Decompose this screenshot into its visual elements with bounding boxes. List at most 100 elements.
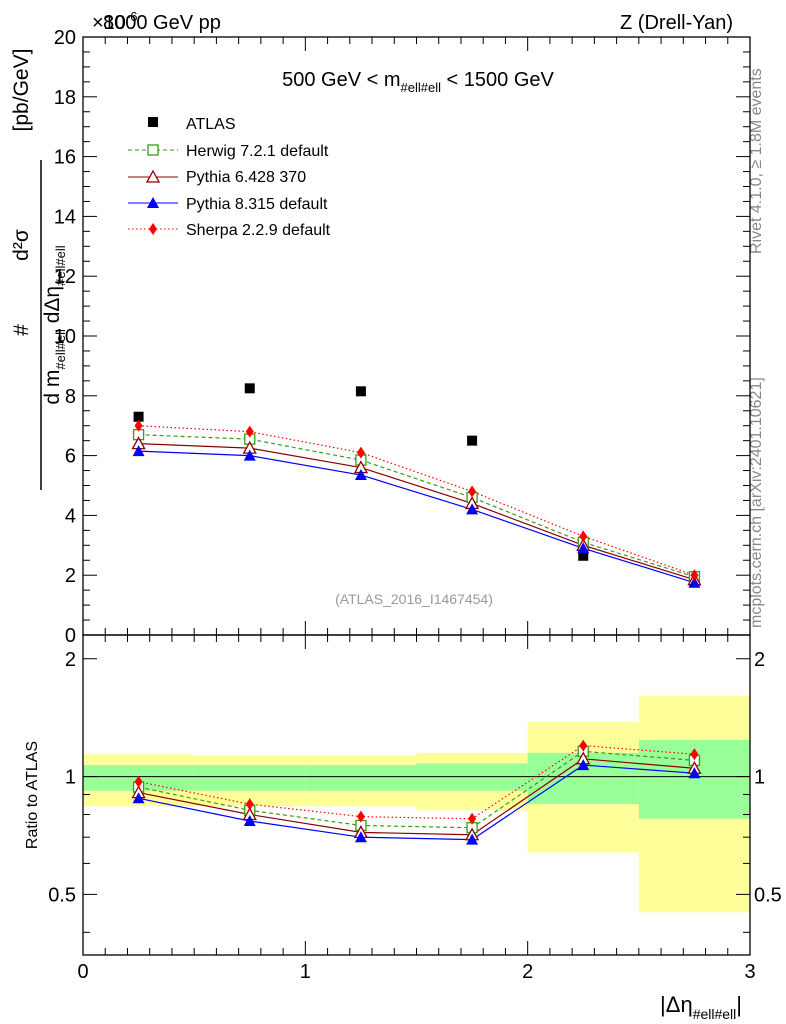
analysis-id: (ATLAS_2016_I1467454) — [335, 591, 493, 607]
y-tick-label: 6 — [65, 446, 76, 468]
ratio-y-tick-label-right: 1 — [754, 767, 765, 789]
main-title: 500 GeV < m#ell#ell < 1500 GeV — [282, 69, 554, 95]
data-point-sherpa-2-2-9-default — [468, 485, 477, 498]
series-line-pythia-8-315-default — [138, 450, 695, 584]
ratio-y-tick-label-right: 2 — [754, 649, 765, 671]
legend-sherpa-marker — [149, 223, 157, 235]
data-point-atlas — [244, 383, 255, 394]
x-tick-label: 0 — [77, 961, 88, 983]
data-point-sherpa-2-2-9-default — [134, 419, 143, 432]
data-point-sherpa-2-2-9-default — [245, 425, 254, 438]
y-tick-label: 18 — [54, 87, 76, 109]
legend-pythia6-marker — [145, 169, 161, 183]
ratio-point-sherpa-2-2-9-default — [245, 798, 254, 811]
main-ylabel: # d²σ d m#ell#ell dΔη#ell#ell [pb/GeV] — [10, 49, 68, 490]
ratio-point-pythia-8-315-default — [577, 759, 590, 771]
ratio-point-sherpa-2-2-9-default — [356, 810, 365, 823]
header-process: Z (Drell-Yan) — [620, 12, 733, 34]
legend: ATLAS Herwig 7.2.1 default Pythia 6.428 … — [128, 116, 331, 239]
ratio-y-tick-label-left: 1 — [65, 767, 76, 789]
main-plot: 0 2 4 6 8 10 12 14 16 18 20 500 GeV < m#ell#ell < … — [10, 27, 751, 647]
ratio-point-sherpa-2-2-9-default — [579, 739, 588, 752]
band-green — [416, 763, 528, 791]
data-point-atlas — [355, 386, 366, 397]
ratio-xlabel: |Δη#ell#ell| — [660, 992, 742, 1022]
data-point-pythia-8-315-default — [132, 445, 145, 457]
ratio-point-pythia-8-315-default — [466, 833, 479, 845]
legend-pythia8-marker — [147, 197, 159, 208]
data-point-pythia-8-315-default — [577, 542, 590, 554]
y-tick-label: 10 — [54, 326, 76, 348]
ylabel-hash: # — [10, 324, 33, 336]
legend-sherpa-label: Sherpa 2.2.9 default — [186, 222, 331, 239]
ratio-point-sherpa-2-2-9-default — [468, 812, 477, 825]
y-tick-label: 4 — [65, 505, 76, 527]
ratio-line-sherpa-2-2-9-default — [138, 744, 695, 820]
ratio-point-sherpa-2-2-9-default — [134, 775, 143, 788]
ylabel-denominator: d m#ell#ell dΔη#ell#ell — [41, 245, 68, 404]
data-point-sherpa-2-2-9-default — [690, 569, 699, 582]
data-point-atlas — [133, 411, 144, 422]
ratio-point-pythia-8-315-default — [688, 767, 701, 779]
ylabel-numerator: d²σ — [10, 229, 33, 261]
y-tick-label: 14 — [54, 206, 76, 228]
ratio-series-lines — [138, 744, 695, 841]
header-energy: 8000 GeV pp — [103, 12, 221, 34]
main-series-lines — [138, 425, 695, 584]
ratio-series-markers — [131, 739, 702, 845]
y-tick-label: 0 — [65, 625, 76, 647]
ratio-y-tick-label-left: 0.5 — [48, 884, 76, 906]
series-line-herwig-7-2-1-default — [138, 434, 695, 578]
main-series-markers — [131, 383, 702, 588]
ratio-line-pythia-8-315-default — [138, 764, 695, 841]
ratio-line-herwig-7-2-1-default — [138, 750, 695, 829]
data-point-pythia-8-315-default — [243, 449, 256, 461]
rivet-label: Rivet 4.1.0, ≥ 1.8M events — [748, 68, 765, 254]
ratio-line-pythia-6-428-370 — [138, 758, 695, 836]
legend-atlas-label: ATLAS — [186, 116, 236, 133]
ratio-y-tick-label-right: 0.5 — [754, 884, 782, 906]
legend-atlas: ATLAS — [148, 116, 236, 133]
data-point-pythia-8-315-default — [354, 469, 367, 481]
data-point-atlas — [467, 435, 478, 446]
main-frame — [82, 36, 751, 636]
legend-herwig-label: Herwig 7.2.1 default — [186, 143, 329, 160]
y-tick-label: 8 — [65, 386, 76, 408]
legend-atlas-marker — [148, 117, 158, 127]
legend-pythia6-label: Pythia 6.428 370 — [186, 169, 306, 186]
y-tick-label: 2 — [65, 565, 76, 587]
ratio-frame — [82, 634, 751, 956]
legend-herwig: Herwig 7.2.1 default — [128, 143, 329, 160]
ratio-point-pythia-8-315-default — [243, 814, 256, 826]
ratio-point-sherpa-2-2-9-default — [690, 748, 699, 761]
header-exponent: ×10-6 — [92, 9, 138, 34]
main-axis-ticks: 0 2 4 6 8 10 12 14 16 18 20 — [54, 27, 751, 647]
data-point-pythia-8-315-default — [466, 503, 479, 515]
ratio-y-tick-label-left: 2 — [65, 649, 76, 671]
ratio-plot: 0.5 0.5 1 1 2 2 0 1 2 3 Ratio to ATLAS |Δη#ell#el… — [24, 634, 782, 1022]
data-point-atlas — [578, 550, 589, 561]
ratio-ylabel: Ratio to ATLAS — [24, 741, 41, 849]
ratio-point-pythia-8-315-default — [354, 831, 367, 843]
data-point-pythia-8-315-default — [688, 576, 701, 588]
legend-pythia6: Pythia 6.428 370 — [128, 169, 306, 186]
ratio-point-pythia-8-315-default — [132, 792, 145, 804]
band-green — [305, 765, 417, 791]
x-tick-label: 1 — [300, 961, 311, 983]
mcplots-label: mcplots.cern.ch [arXiv:2401.10621] — [748, 377, 765, 628]
data-point-sherpa-2-2-9-default — [356, 446, 365, 459]
x-tick-label: 3 — [744, 961, 755, 983]
band-green — [194, 765, 306, 791]
series-line-sherpa-2-2-9-default — [138, 425, 695, 576]
legend-pythia8-label: Pythia 8.315 default — [186, 196, 328, 213]
y-tick-label: 20 — [54, 27, 76, 49]
legend-herwig-marker — [147, 144, 159, 156]
data-point-sherpa-2-2-9-default — [579, 530, 588, 543]
legend-sherpa: Sherpa 2.2.9 default — [128, 222, 331, 239]
y-tick-label: 12 — [54, 266, 76, 288]
series-line-pythia-6-428-370 — [138, 443, 695, 581]
ylabel-unit: [pb/GeV] — [10, 49, 33, 132]
ratio-uncertainty-bands — [83, 695, 750, 913]
y-tick-label: 16 — [54, 147, 76, 169]
